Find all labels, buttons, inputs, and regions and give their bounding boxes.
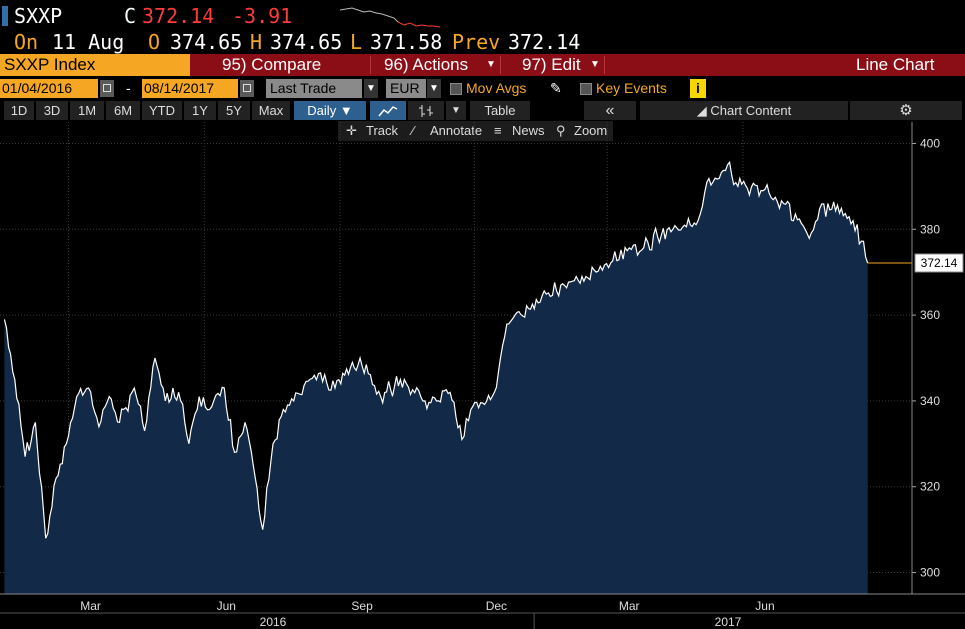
divider	[500, 56, 501, 74]
table-button[interactable]: Table	[470, 101, 530, 120]
prev-value: 372.14	[508, 30, 581, 54]
frequency-select[interactable]: Daily ▼	[294, 101, 366, 120]
frequency-chevron-down-icon: ▼	[339, 103, 353, 118]
price-change: -3.91	[232, 4, 293, 28]
range-ytd[interactable]: YTD	[142, 101, 182, 120]
collapse-button[interactable]: «	[584, 101, 636, 120]
price-chart: 400 380 360 340 320 300 Mar Jun Sep Dec Mar Jun 201…	[0, 122, 965, 629]
last-price-tag: 372.14	[914, 253, 964, 273]
mov-avgs-checkbox[interactable]	[450, 83, 462, 95]
ticker-symbol: SXXP	[14, 4, 63, 28]
gear-icon[interactable]: ⚙	[850, 101, 962, 120]
range-1d[interactable]: 1D	[4, 101, 34, 120]
x-tick-label: Jun	[755, 599, 774, 613]
crosshair-icon[interactable]: ✛	[346, 123, 357, 138]
x-year-label: 2017	[715, 615, 742, 629]
command-bar	[0, 54, 965, 76]
security-field[interactable]: SXXP Index	[0, 54, 190, 76]
bar-chart-icon[interactable]	[408, 101, 444, 120]
actions-chevron-down-icon[interactable]: ▼	[486, 59, 496, 70]
y-tick-label: 340	[920, 394, 940, 408]
field-select[interactable]: Last Trade	[266, 79, 362, 98]
actions-button[interactable]: 96) Actions	[384, 55, 469, 74]
key-events-checkbox[interactable]	[580, 83, 592, 95]
line-chart-icon[interactable]	[370, 101, 406, 120]
key-events-label[interactable]: Key Events	[596, 80, 667, 96]
edit-button[interactable]: 97) Edit	[522, 55, 581, 74]
divider	[604, 56, 605, 74]
x-year-label: 2016	[260, 615, 287, 629]
currency-chevron-down-icon[interactable]: ▼	[427, 79, 441, 98]
x-tick-label: Mar	[619, 599, 640, 613]
quote-date: 11 Aug	[52, 30, 125, 54]
chart-content-label: Chart Content	[710, 103, 792, 118]
low-label: L	[350, 30, 363, 54]
sparkline	[340, 7, 440, 28]
annotate-icon[interactable]: ∕	[412, 123, 415, 138]
last-price: 372.14	[142, 4, 215, 28]
chart-content-button[interactable]: ◢ Chart Content	[640, 101, 848, 120]
range-1m[interactable]: 1M	[70, 101, 104, 120]
y-tick-label: 400	[920, 136, 940, 150]
chart-toolbar	[338, 121, 613, 141]
end-date-field[interactable]: 08/14/2017	[142, 79, 238, 98]
divider	[370, 56, 371, 74]
field-chevron-down-icon[interactable]: ▼	[364, 79, 378, 98]
news-button[interactable]: News	[512, 123, 545, 138]
end-calendar-icon[interactable]	[240, 80, 254, 97]
open-value: 374.65	[170, 30, 243, 54]
zoom-icon[interactable]: ⚲	[556, 123, 566, 138]
pencil-icon[interactable]: ✎	[550, 80, 562, 96]
x-tick-label: Mar	[80, 599, 101, 613]
range-3d[interactable]: 3D	[36, 101, 68, 120]
last-price-tag-label: 372.14	[921, 256, 958, 270]
price-line	[3, 160, 869, 539]
frequency-label: Daily	[307, 103, 337, 118]
range-max[interactable]: Max	[252, 101, 290, 120]
open-label: O	[148, 30, 161, 54]
news-icon[interactable]: ≡	[494, 123, 502, 138]
y-tick-label: 320	[920, 480, 940, 494]
ticker-marker	[2, 6, 8, 26]
edit-chevron-down-icon[interactable]: ▼	[590, 59, 600, 70]
x-tick-label: Sep	[351, 599, 373, 613]
compare-button[interactable]: 95) Compare	[222, 55, 322, 74]
y-tick-label: 300	[920, 566, 940, 580]
start-date-field[interactable]: 01/04/2016	[0, 79, 98, 98]
low-value: 371.58	[370, 30, 443, 54]
range-6m[interactable]: 6M	[106, 101, 140, 120]
range-1y[interactable]: 1Y	[184, 101, 216, 120]
date-range-dash: -	[126, 80, 131, 96]
annotate-button[interactable]: Annotate	[430, 123, 483, 138]
currency-select[interactable]: EUR	[386, 79, 426, 98]
mov-avgs-label[interactable]: Mov Avgs	[466, 80, 527, 96]
x-tick-label: Jun	[217, 599, 236, 613]
last-price-tag-box	[914, 253, 964, 273]
x-tick-label: Dec	[486, 599, 507, 613]
close-flag: C	[124, 4, 137, 28]
chart-type-label[interactable]: Line Chart	[856, 55, 935, 74]
prev-label: Prev	[452, 30, 501, 54]
y-tick-label: 360	[920, 308, 940, 322]
chart-content-icon: ◢	[696, 103, 707, 118]
start-calendar-icon[interactable]	[100, 80, 114, 97]
price-area	[4, 162, 868, 594]
date-prefix: On	[14, 30, 39, 54]
track-button[interactable]: Track	[366, 123, 399, 138]
y-axis: 400 380 360 340 320 300	[911, 122, 940, 594]
high-value: 374.65	[270, 30, 343, 54]
info-icon[interactable]: i	[690, 79, 706, 98]
zoom-button[interactable]: Zoom	[574, 123, 608, 138]
chart-style-chevron-down-icon[interactable]: ▼	[446, 101, 466, 120]
x-axis: Mar Jun Sep Dec Mar Jun 2016 2017	[0, 593, 965, 629]
y-tick-label: 380	[920, 222, 940, 236]
high-label: H	[250, 30, 263, 54]
range-5y[interactable]: 5Y	[218, 101, 250, 120]
